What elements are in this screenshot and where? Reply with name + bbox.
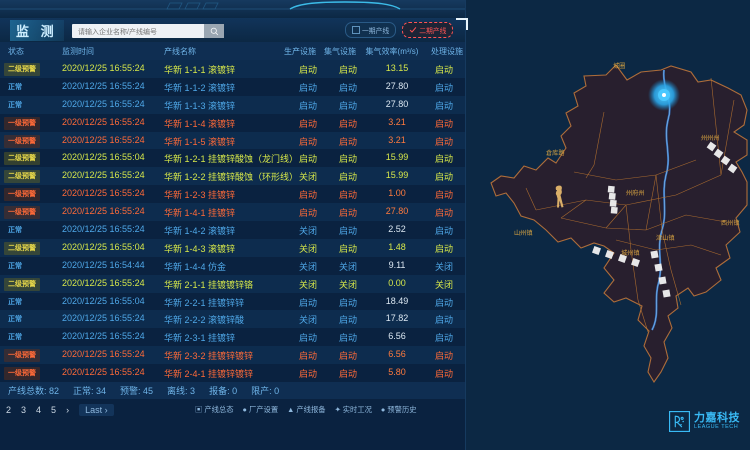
svg-text:州府州: 州府州 [626, 189, 645, 197]
svg-text:山州镇: 山州镇 [514, 229, 533, 237]
svg-text:城州镇: 城州镇 [621, 249, 640, 257]
svg-text:城圈: 城圈 [613, 63, 625, 70]
svg-text:西州镇: 西州镇 [721, 219, 740, 227]
svg-text:津山镇: 津山镇 [656, 234, 675, 242]
svg-text:倉库路: 倉库路 [546, 149, 565, 157]
svg-text:州州州: 州州州 [701, 135, 720, 142]
